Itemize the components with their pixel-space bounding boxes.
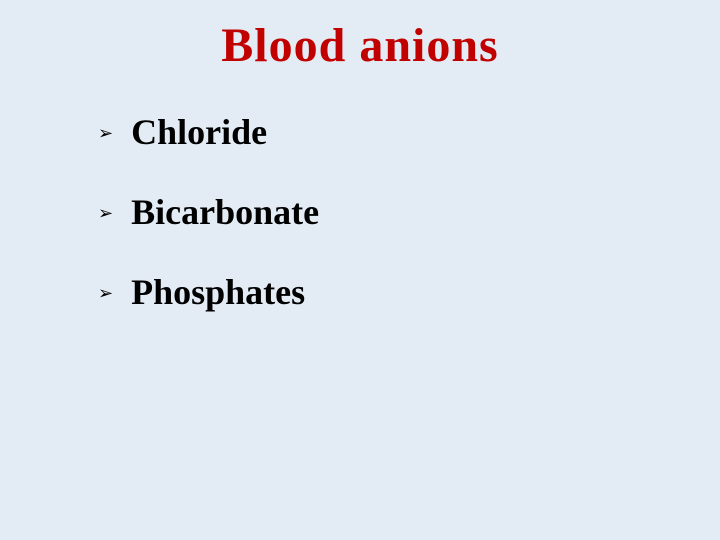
- bullet-icon: ➢: [98, 283, 113, 304]
- bullet-icon: ➢: [98, 203, 113, 224]
- list-item: ➢ Chloride: [98, 111, 680, 153]
- bullet-label: Bicarbonate: [131, 191, 319, 233]
- slide-title: Blood anions: [40, 18, 680, 73]
- bullet-list: ➢ Chloride ➢ Bicarbonate ➢ Phosphates: [40, 111, 680, 313]
- list-item: ➢ Bicarbonate: [98, 191, 680, 233]
- slide-container: Blood anions ➢ Chloride ➢ Bicarbonate ➢ …: [0, 0, 720, 540]
- list-item: ➢ Phosphates: [98, 271, 680, 313]
- bullet-label: Phosphates: [131, 271, 305, 313]
- bullet-label: Chloride: [131, 111, 267, 153]
- bullet-icon: ➢: [98, 123, 113, 144]
